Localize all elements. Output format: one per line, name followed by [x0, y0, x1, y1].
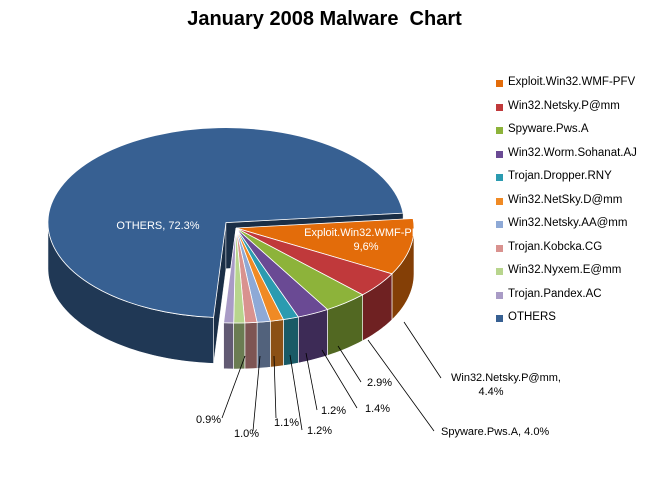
- legend-item-win32-netsky-p-mm: Win32.Netsky.P@mm: [496, 100, 646, 124]
- data-label-win32-netsky-d-mm: 1.2%: [321, 405, 346, 417]
- legend-label: Win32.Nyxem.E@mm: [508, 264, 622, 276]
- legend-item-exploit-win32-wmf-pfv: Exploit.Win32.WMF-PFV: [496, 76, 646, 100]
- data-label-others: OTHERS, 72.3%: [116, 220, 199, 232]
- legend-swatch: [496, 315, 503, 322]
- legend-swatch: [496, 150, 503, 158]
- leader-line-win32-netsky-aa-mm: [289, 354, 303, 431]
- leader-line-trojan-dropper-rny: [321, 349, 358, 409]
- data-label-spyware-pws-a: Spyware.Pws.A, 4.0%: [441, 426, 549, 438]
- pie-slices: [47, 127, 415, 324]
- data-label-win32-netsky-p-mm: Win32.Netsky.P@mm,: [451, 372, 561, 384]
- legend-label: Trojan.Kobcka.CG: [508, 240, 603, 253]
- legend-item-trojan-kobcka-cg: Trojan.Kobcka.CG: [496, 241, 646, 265]
- slice-side-win32-worm-sohanat-aj: [298, 309, 328, 364]
- legend-label: Trojan.Pandex.AC: [508, 287, 602, 300]
- legend-item-win32-worm-sohanat-aj: Win32.Worm.Sohanat.AJ: [496, 147, 646, 171]
- slice-side-win32-nyxem-e-mm: [233, 322, 246, 370]
- legend: Exploit.Win32.WMF-PFV Win32.Netsky.P@mm Sp…: [496, 76, 646, 335]
- data-label-exploit-win32-wmf-pfv: Exploit.Win32.WMF-PFV,: [304, 227, 428, 239]
- legend-swatch: [496, 244, 503, 252]
- leader-line-win32-worm-sohanat-aj: [337, 345, 362, 383]
- data-label-trojan-pandex-ac: 0.9%: [196, 414, 221, 426]
- legend-label: OTHERS: [508, 311, 556, 323]
- data-label-win32-worm-sohanat-aj: 2.9%: [367, 377, 392, 389]
- legend-swatch: [496, 268, 503, 275]
- legend-item-spyware-pws-a: Spyware.Pws.A: [496, 123, 646, 147]
- legend-label: Exploit.Win32.WMF-PFV: [508, 76, 636, 88]
- legend-swatch: [496, 127, 503, 134]
- legend-label: Win32.Netsky.P@mm: [508, 99, 620, 112]
- legend-label: Trojan.Dropper.RNY: [508, 170, 612, 182]
- leader-line-trojan-pandex-ac: [221, 355, 246, 419]
- legend-item-trojan-dropper-rny: Trojan.Dropper.RNY: [496, 170, 646, 194]
- chart-title: January 2008 Malware Chart: [187, 8, 462, 30]
- slice-others: [47, 127, 404, 318]
- slice-trojan-pandex-ac: [223, 227, 237, 324]
- data-labels: Exploit.Win32.WMF-PFV, 9,6% Win32.Netsky.P…: [116, 220, 561, 440]
- slice-side-win32-netsky-aa-mm: [256, 320, 271, 369]
- legend-item-win32-netsky-d-mm: Win32.NetSky.D@mm: [496, 194, 646, 218]
- legend-item-win32-netsky-aa-mm: Win32.Netsky.AA@mm: [496, 217, 646, 241]
- leader-line-spyware-pws-a: [367, 339, 435, 432]
- slice-side-win32-netsky-d-mm: [270, 319, 284, 368]
- legend-swatch: [496, 174, 503, 181]
- legend-label: Win32.NetSky.D@mm: [508, 193, 623, 206]
- legend-item-others: OTHERS: [496, 311, 646, 335]
- leader-line-win32-nyxem-e-mm: [252, 355, 261, 432]
- legend-swatch: [496, 291, 503, 299]
- leader-line-win32-netsky-d-mm: [305, 352, 318, 411]
- data-label-trojan-dropper-rny: 1.4%: [365, 403, 390, 415]
- data-label-win32-nyxem-e-mm: 1.0%: [234, 428, 259, 440]
- data-label-win32-netsky-aa-mm: 1.2%: [307, 425, 332, 437]
- data-label-value-win32-netsky-p-mm: 4.4%: [478, 386, 503, 398]
- data-label-value-exploit-win32-wmf-pfv: 9,6%: [353, 241, 378, 253]
- slice-exploit-win32-wmf-pfv: [235, 218, 415, 275]
- legend-swatch: [496, 197, 503, 205]
- slice-side-trojan-kobcka-cg: [244, 322, 258, 370]
- legend-label: Spyware.Pws.A: [508, 123, 589, 135]
- legend-swatch: [496, 80, 503, 87]
- legend-swatch: [496, 103, 503, 111]
- slice-side-trojan-pandex-ac: [223, 322, 234, 370]
- legend-item-win32-nyxem-e-mm: Win32.Nyxem.E@mm: [496, 264, 646, 288]
- data-label-trojan-kobcka-cg: 1.1%: [274, 417, 299, 429]
- legend-swatch: [496, 221, 503, 228]
- legend-item-trojan-pandex-ac: Trojan.Pandex.AC: [496, 288, 646, 312]
- legend-label: Win32.Netsky.AA@mm: [508, 217, 628, 229]
- legend-label: Win32.Worm.Sohanat.AJ: [508, 146, 637, 159]
- leader-line-win32-netsky-p-mm: [403, 321, 442, 379]
- leader-line-trojan-kobcka-cg: [273, 355, 277, 419]
